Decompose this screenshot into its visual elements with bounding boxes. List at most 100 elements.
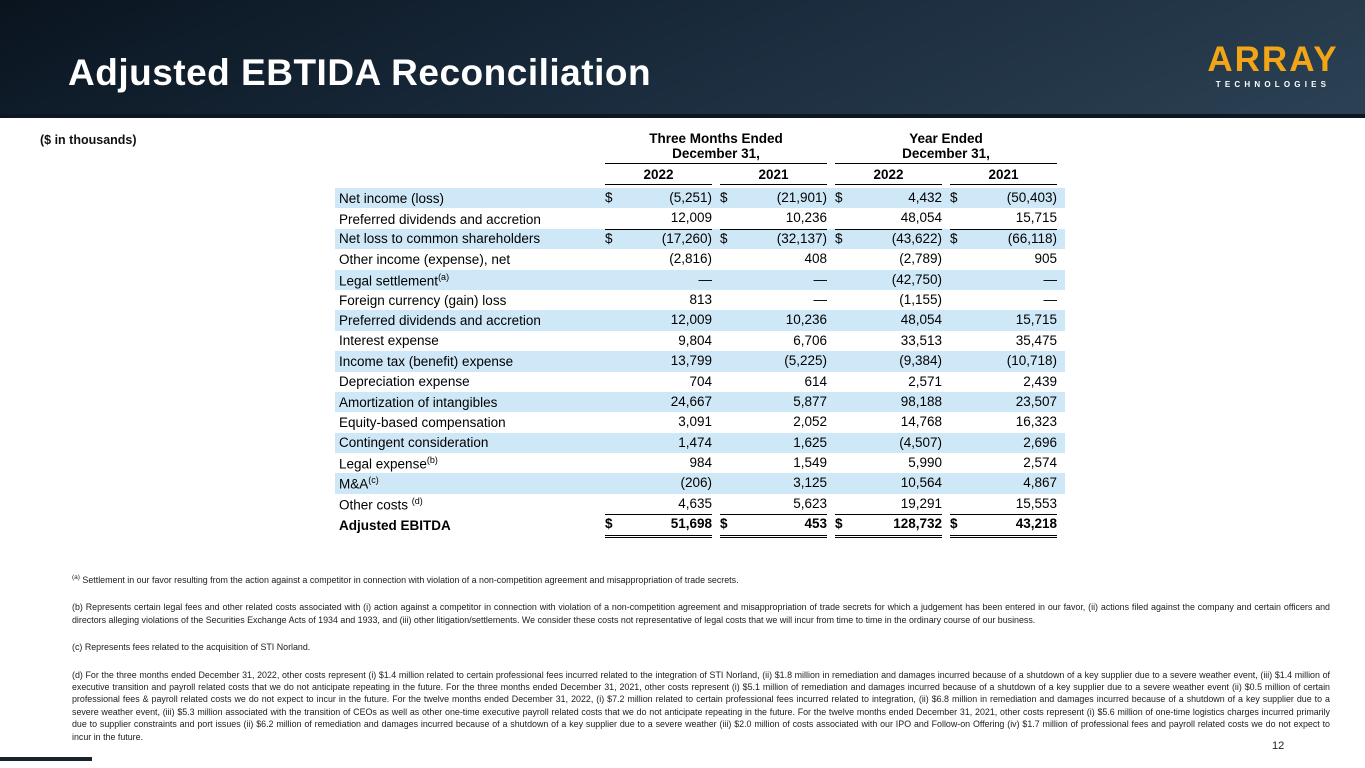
table-cell: 704	[605, 372, 720, 392]
company-logo: ARRAY TECHNOLOGIES	[1203, 42, 1343, 90]
cell-value: 3,125	[793, 475, 827, 491]
table-body: Net income (loss) $ (5,251) $ (21,901) $4,432…	[335, 188, 1065, 538]
cell-value: 813	[689, 291, 712, 307]
table-cell: (5,225)	[720, 351, 835, 371]
cell-value: (42,750)	[891, 271, 942, 287]
table-cell: (4,507)	[835, 433, 950, 453]
table-row: Income tax (benefit) expense 13,799 (5,225…	[335, 351, 1065, 372]
table-cell: 6,706	[720, 331, 835, 351]
dollar-sign: $	[835, 190, 843, 205]
table-cell: 16,323	[950, 412, 1065, 432]
table-cell: 9,804	[605, 331, 720, 351]
table-cell: —	[720, 270, 835, 290]
table-cell: —	[605, 270, 720, 290]
cell-value: —	[1043, 271, 1058, 287]
table-row: M&A(c) (206) 3,125 10,564 4,867	[335, 473, 1065, 494]
table-cell: 3,091	[605, 412, 720, 432]
row-label: Preferred dividends and accretion	[339, 211, 541, 227]
col-group-three-months: Three Months Ended December 31,	[605, 131, 835, 164]
table-cell: —	[950, 270, 1065, 290]
cell-value: (21,901)	[776, 190, 827, 205]
table-row: Preferred dividends and accretion 12,009 1…	[335, 208, 1065, 230]
row-label: Net income (loss)	[339, 190, 445, 206]
table-cell: 33,513	[835, 331, 950, 351]
dollar-sign: $	[720, 516, 728, 532]
cell-value: 10,564	[900, 475, 942, 491]
cell-value: (43,622)	[891, 230, 942, 246]
table-row: Other income (expense), net (2,816) 408 (2,…	[335, 249, 1065, 269]
row-label: Legal expense(b)	[339, 455, 438, 472]
cell-value: 2,439	[1023, 373, 1057, 389]
dollar-sign: $	[605, 230, 613, 246]
cell-value: 453	[804, 516, 827, 532]
table-row: Net income (loss) $ (5,251) $ (21,901) $4,432…	[335, 188, 1065, 209]
cell-value: 5,990	[908, 455, 942, 471]
footnotes: (a) Settlement in our favor resulting fr…	[72, 572, 1330, 758]
header-band	[0, 0, 1365, 118]
cell-value: 51,698	[670, 516, 712, 532]
cell-value: 13,799	[670, 353, 712, 369]
cell-value: 704	[689, 373, 712, 389]
cell-value: 43,218	[1015, 516, 1057, 532]
cell-value: 10,236	[785, 312, 827, 328]
row-label: Net loss to common shareholders	[339, 231, 541, 247]
cell-value: 33,513	[900, 332, 942, 348]
table-cell: $ (43,622)	[835, 229, 950, 249]
row-label: Other costs (d)	[339, 496, 423, 513]
page-title: Adjusted EBTIDA Reconciliation	[68, 52, 652, 93]
table-cell: $ (17,260)	[605, 229, 720, 249]
table-cell: 5,877	[720, 392, 835, 412]
cell-value: 1,474	[678, 434, 712, 450]
footnote: (d) For the three months ended December …	[72, 669, 1330, 742]
cell-value: 2,052	[793, 414, 827, 430]
table-cell: $ (21,901)	[720, 188, 835, 208]
cell-value: 9,804	[678, 332, 712, 348]
cell-value: 10,236	[785, 210, 827, 226]
cell-value: 4,867	[1023, 475, 1057, 491]
table-cell: $43,218	[950, 514, 1065, 538]
table-cell: 614	[720, 372, 835, 392]
table-cell: 5,623	[720, 494, 835, 516]
dollar-sign: $	[950, 230, 958, 246]
table-cell: 984	[605, 453, 720, 473]
logo-subtitle: TECHNOLOGIES	[1215, 80, 1331, 89]
col-group-line2: December 31,	[902, 146, 990, 161]
row-label: Amortization of intangibles	[339, 394, 498, 410]
dollar-sign: $	[605, 516, 613, 532]
cell-value: 1,625	[793, 434, 827, 450]
table-cell: 5,990	[835, 453, 950, 473]
cell-value: —	[813, 271, 828, 287]
table-row: Net loss to common shareholders $ (17,260)…	[335, 228, 1065, 250]
cell-value: 15,715	[1015, 312, 1057, 328]
table-cell: 1,549	[720, 453, 835, 473]
table-cell: (206)	[605, 473, 720, 493]
cell-value: (66,118)	[1007, 230, 1057, 246]
table-cell: 19,291	[835, 494, 950, 516]
cell-value: 3,091	[678, 414, 712, 430]
cell-value: 984	[689, 455, 712, 471]
col-group-line1: Three Months Ended	[649, 131, 783, 146]
table-row: Amortization of intangibles 24,667 5,877 98…	[335, 391, 1065, 413]
page-number: 12	[1272, 740, 1285, 752]
table-cell: 48,054	[835, 208, 950, 230]
table-cell: 35,475	[950, 331, 1065, 351]
cell-value: 6,706	[793, 332, 827, 348]
footnote: (b) Represents certain legal fees and ot…	[72, 602, 1330, 625]
cell-value: (4,507)	[899, 434, 942, 450]
table-row: Equity-based compensation 3,091 2,052 14,76…	[335, 412, 1065, 432]
row-label: Foreign currency (gain) loss	[339, 292, 507, 308]
cell-value: 14,768	[900, 414, 942, 430]
table-row: Other costs (d) 4,635 5,623 19,291 15,553	[335, 494, 1065, 516]
year-col: 2021	[720, 167, 835, 185]
row-label: M&A(c)	[339, 475, 379, 492]
table-cell: 15,715	[950, 208, 1065, 230]
dollar-sign: $	[835, 516, 843, 532]
table-cell: 10,236	[720, 310, 835, 330]
table-cell: 23,507	[950, 392, 1065, 412]
table-cell: $128,732	[835, 514, 950, 538]
table-cell: 13,799	[605, 351, 720, 371]
cell-value: (5,225)	[784, 353, 827, 369]
cell-value: (5,251)	[669, 190, 712, 205]
table-cell: (9,384)	[835, 351, 950, 371]
